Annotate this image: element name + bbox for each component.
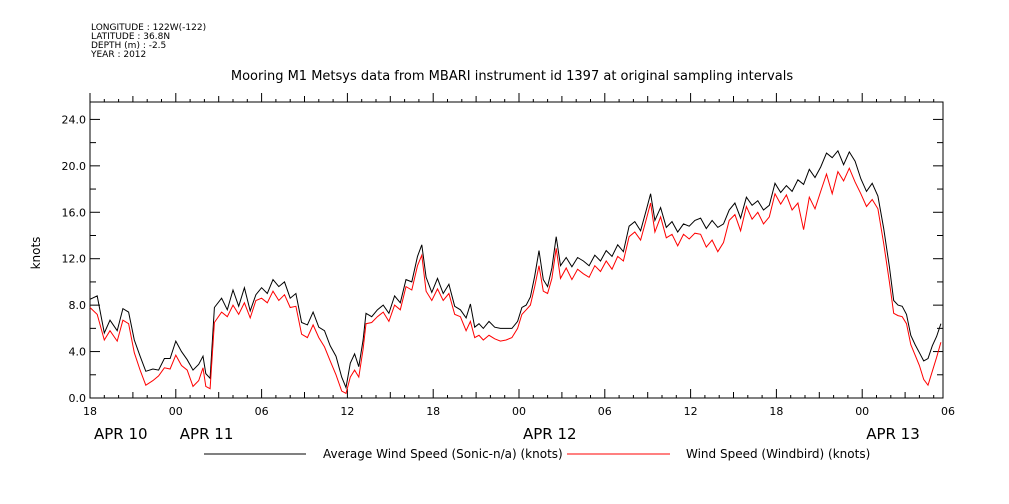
y-tick-label: 4.0 — [69, 346, 87, 359]
meta-line: LONGITUDE : 122W(-122) — [91, 23, 206, 33]
x-tick-label: 18 — [426, 405, 440, 418]
meta-line: YEAR : 2012 — [90, 50, 146, 60]
x-tick-label: 00 — [855, 405, 869, 418]
x-tick-label: 12 — [340, 405, 354, 418]
x-tick-label: 00 — [512, 405, 526, 418]
meta-line: LATITUDE : 36.8N — [91, 32, 170, 42]
y-tick-label: 12.0 — [62, 253, 87, 266]
plot-axes: 0.0 4.0 8.0 12.0 16.0 20.0 24.0 18 00 06 12 18 00 06 1… — [62, 93, 955, 443]
plot-frame — [89, 101, 944, 399]
series-line-1 — [89, 166, 942, 395]
y-tick-label: 24.0 — [62, 113, 87, 126]
station-metadata: LONGITUDE : 122W(-122)LATITUDE : 36.8NDE… — [90, 23, 206, 60]
x-tick-label: 18 — [769, 405, 783, 418]
legend-label-windbird: Wind Speed (Windbird) (knots) — [686, 447, 870, 461]
x-tick-label: 00 — [169, 405, 183, 418]
legend-label-sonic: Average Wind Speed (Sonic-n/a) (knots) — [323, 447, 563, 461]
x-tick-label: 12 — [684, 405, 698, 418]
chart-title: Mooring M1 Metsys data from MBARI instru… — [231, 69, 793, 84]
x-tick-label: 06 — [598, 405, 612, 418]
x-date-label: APR 10 — [94, 425, 148, 443]
x-date-label: APR 12 — [523, 425, 577, 443]
x-date-label: APR 13 — [866, 425, 920, 443]
y-tick-label: 8.0 — [69, 299, 87, 312]
x-tick-label: 18 — [83, 405, 97, 418]
y-tick-label: 16.0 — [62, 206, 87, 219]
data-series — [89, 149, 942, 395]
x-tick-label: 06 — [255, 405, 269, 418]
meta-line: DEPTH (m) : -2.5 — [91, 41, 166, 51]
x-tick-label: 06 — [941, 405, 955, 418]
y-axis-label: knots — [29, 237, 43, 270]
y-tick-label: 0.0 — [69, 392, 87, 405]
legend: Average Wind Speed (Sonic-n/a) (knots) W… — [204, 447, 870, 461]
series-line-0 — [89, 149, 942, 390]
y-tick-label: 20.0 — [62, 160, 87, 173]
x-date-label: APR 11 — [180, 425, 234, 443]
